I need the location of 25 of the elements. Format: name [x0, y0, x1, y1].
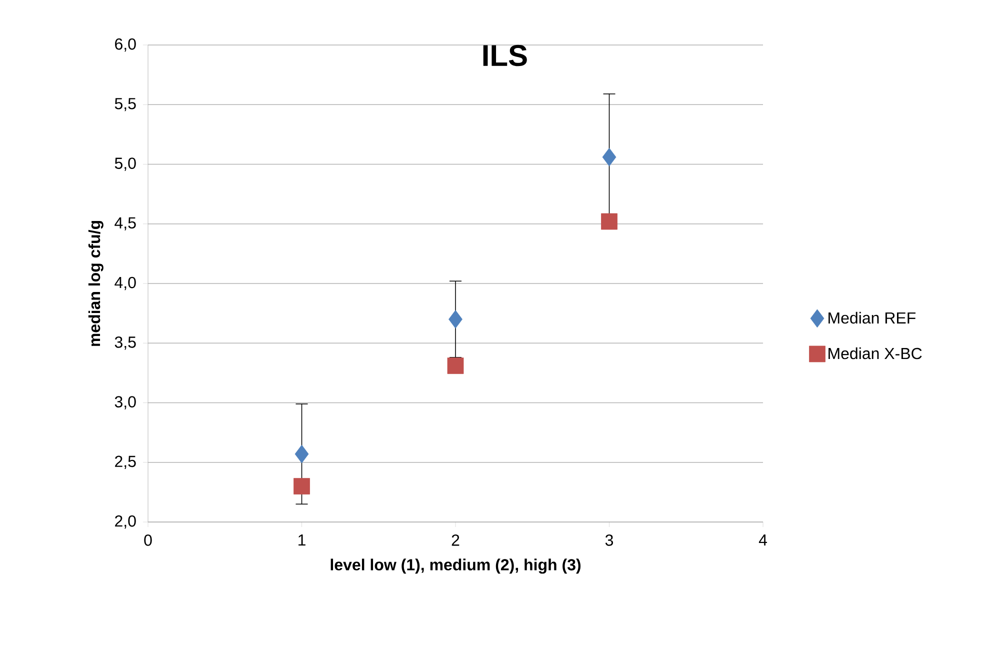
y-tick-label: 2,0	[115, 515, 136, 529]
x-tick-label: 4	[758, 534, 767, 546]
x-axis-title: level low (1), medium (2), high (3)	[330, 558, 581, 574]
x-tick-label: 1	[298, 534, 306, 546]
legend-label: Median REF	[828, 312, 916, 324]
y-tick-label: 5,0	[114, 158, 136, 171]
y-axis-title: median log cfu/g	[88, 221, 104, 346]
y-tick-label: 2,5	[115, 456, 136, 469]
point	[294, 444, 309, 464]
y-tick-label: 3,0	[114, 396, 136, 410]
x-tick-label: 0	[144, 534, 152, 546]
point	[447, 358, 464, 374]
chart-title: ILS	[483, 44, 527, 66]
y-tick-label: 4,0	[114, 276, 136, 290]
point	[602, 148, 616, 166]
y-tick-label: 3,5	[114, 336, 136, 350]
point	[448, 310, 462, 328]
point	[294, 478, 310, 494]
y-tick-label: 6,0	[115, 38, 136, 52]
y-tick-label: 5,5	[114, 98, 136, 112]
point	[601, 213, 618, 230]
x-tick-label: 2	[452, 534, 460, 546]
x-tick-label: 3	[605, 534, 614, 546]
y-tick-label: 4,5	[114, 217, 136, 230]
legend-label: Median X-BC	[828, 347, 922, 360]
